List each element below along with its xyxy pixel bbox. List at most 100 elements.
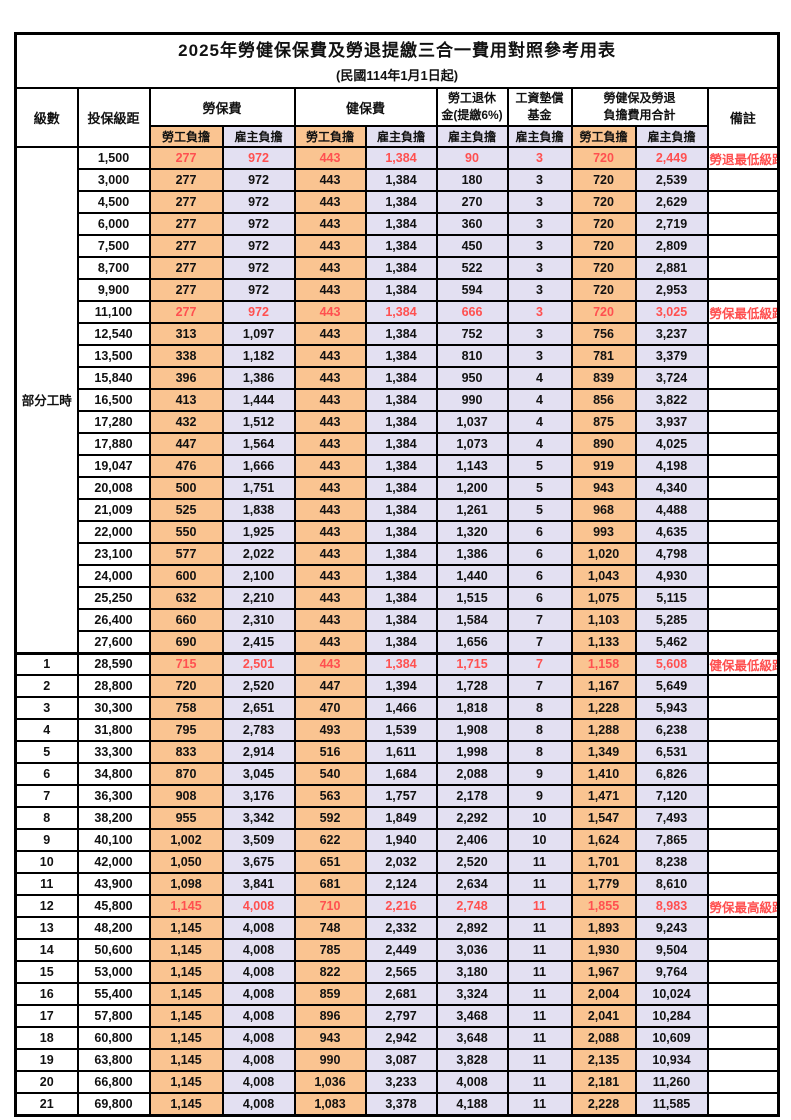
cell-health-employer: 1,384 <box>364 542 438 566</box>
cell-level: 7 <box>14 784 79 808</box>
cell-bracket: 15,840 <box>76 366 151 390</box>
cell-note <box>706 872 780 896</box>
cell-bracket: 48,200 <box>76 916 151 940</box>
table-row: 20,008 500 1,751 443 1,384 1,200 5 943 4,340 <box>16 476 780 500</box>
cell-pension-employer: 2,178 <box>435 784 509 808</box>
cell-labor-employee: 500 <box>148 476 224 500</box>
cell-pension-employer: 1,037 <box>435 410 509 434</box>
cell-health-employer: 1,394 <box>364 674 438 698</box>
cell-labor-employer: 972 <box>221 146 296 170</box>
cell-health-employee: 943 <box>293 1026 367 1050</box>
cell-wage-fund-employer: 4 <box>506 388 573 412</box>
cell-total-employer: 7,493 <box>634 806 709 830</box>
cell-note <box>706 432 780 456</box>
cell-level: 11 <box>14 872 79 896</box>
cell-wage-fund-employer: 7 <box>506 608 573 632</box>
cell-labor-employer: 2,210 <box>221 586 296 610</box>
cell-pension-employer: 990 <box>435 388 509 412</box>
cell-total-employee: 2,041 <box>570 1004 637 1028</box>
cell-pension-employer: 360 <box>435 212 509 236</box>
cell-wage-fund-employer: 3 <box>506 190 573 214</box>
cell-labor-employee: 720 <box>148 674 224 698</box>
cell-total-employee: 1,410 <box>570 762 637 786</box>
cell-pension-employer: 2,634 <box>435 872 509 896</box>
cell-wage-fund-employer: 6 <box>506 520 573 544</box>
cell-wage-fund-employer: 4 <box>506 366 573 390</box>
cell-wage-fund-employer: 10 <box>506 806 573 830</box>
cell-pension-employer: 1,073 <box>435 432 509 456</box>
cell-bracket: 53,000 <box>76 960 151 984</box>
cell-bracket: 13,500 <box>76 344 151 368</box>
cell-total-employer: 10,024 <box>634 982 709 1006</box>
cell-pension-employer: 3,468 <box>435 1004 509 1028</box>
cell-total-employer: 8,610 <box>634 872 709 896</box>
cell-bracket: 23,100 <box>76 542 151 566</box>
cell-health-employer: 3,378 <box>364 1092 438 1116</box>
cell-labor-employer: 4,008 <box>221 916 296 940</box>
table-row: 16 55,400 1,145 4,008 859 2,681 3,324 11 2,004 10… <box>14 982 780 1006</box>
cell-total-employer: 10,934 <box>634 1048 709 1072</box>
cell-health-employer: 1,384 <box>364 586 438 610</box>
cell-total-employee: 1,167 <box>570 674 637 698</box>
cell-wage-fund-employer: 7 <box>506 651 573 676</box>
cell-total-employer: 8,983 <box>634 894 709 918</box>
cell-health-employee: 681 <box>293 872 367 896</box>
cell-health-employee: 443 <box>293 608 367 632</box>
header-row-sub: 勞工負擔 雇主負擔 勞工負擔 雇主負擔 雇主負擔 雇主負擔 勞工負擔 雇主負擔 <box>16 125 779 148</box>
cell-labor-employer: 4,008 <box>221 1092 296 1116</box>
cell-bracket: 4,500 <box>76 190 151 214</box>
cell-health-employer: 1,466 <box>364 696 438 720</box>
cell-total-employee: 839 <box>570 366 637 390</box>
cell-labor-employer: 972 <box>221 300 296 324</box>
cell-labor-employee: 1,145 <box>148 1026 224 1050</box>
cell-labor-employer: 1,838 <box>221 498 296 522</box>
cell-level: 13 <box>14 916 79 940</box>
table-row: 21 69,800 1,145 4,008 1,083 3,378 4,188 11 2,228… <box>14 1092 780 1116</box>
cell-health-employer: 1,384 <box>364 608 438 632</box>
cell-wage-fund-employer: 11 <box>506 894 573 918</box>
cell-health-employee: 443 <box>293 234 367 258</box>
cell-labor-employee: 833 <box>148 740 224 764</box>
cell-total-employee: 2,088 <box>570 1026 637 1050</box>
cell-wage-fund-employer: 11 <box>506 960 573 984</box>
cell-note <box>706 916 780 940</box>
cell-wage-fund-employer: 3 <box>506 234 573 258</box>
cell-total-employer: 9,504 <box>634 938 709 962</box>
cell-bracket: 17,280 <box>76 410 151 434</box>
cell-health-employer: 1,849 <box>364 806 438 830</box>
cell-health-employee: 859 <box>293 982 367 1006</box>
cell-health-employer: 1,940 <box>364 828 438 852</box>
cell-total-employer: 3,237 <box>634 322 709 346</box>
cell-labor-employer: 1,182 <box>221 344 296 368</box>
cell-level: 15 <box>14 960 79 984</box>
table-row: 7 36,300 908 3,176 563 1,757 2,178 9 1,471 7,120 <box>14 784 780 808</box>
cell-health-employee: 896 <box>293 1004 367 1028</box>
cell-note: 勞退最低級距 <box>706 146 780 170</box>
cell-labor-employee: 1,145 <box>148 1092 224 1116</box>
cell-total-employer: 6,826 <box>634 762 709 786</box>
cell-health-employer: 1,757 <box>364 784 438 808</box>
cell-note <box>706 718 780 742</box>
cell-health-employee: 622 <box>293 828 367 852</box>
cell-note <box>706 806 780 830</box>
cell-labor-employee: 1,002 <box>148 828 224 852</box>
cell-bracket: 26,400 <box>76 608 151 632</box>
cell-total-employee: 1,624 <box>570 828 637 852</box>
cell-labor-employee: 550 <box>148 520 224 544</box>
cell-note <box>706 850 780 874</box>
table-body: 部分工時 1,500 277 972 443 1,384 90 3 720 2,449 勞退最低級距… <box>14 146 780 1116</box>
cell-labor-employee: 277 <box>148 300 224 324</box>
table-row: 5 33,300 833 2,914 516 1,611 1,998 8 1,349 6,531 <box>14 740 780 764</box>
table-row: 10 42,000 1,050 3,675 651 2,032 2,520 11 1,701 8,… <box>14 850 780 874</box>
cell-labor-employee: 1,145 <box>148 960 224 984</box>
table-row: 17,880 447 1,564 443 1,384 1,073 4 890 4,025 <box>16 432 780 456</box>
cell-pension-employer: 1,261 <box>435 498 509 522</box>
cell-pension-employer: 594 <box>435 278 509 302</box>
cell-labor-employee: 277 <box>148 278 224 302</box>
cell-pension-employer: 1,143 <box>435 454 509 478</box>
cell-wage-fund-employer: 3 <box>506 322 573 346</box>
cell-total-employer: 2,953 <box>634 278 709 302</box>
cell-pension-employer: 2,520 <box>435 850 509 874</box>
cell-note <box>706 498 780 522</box>
cell-health-employee: 748 <box>293 916 367 940</box>
